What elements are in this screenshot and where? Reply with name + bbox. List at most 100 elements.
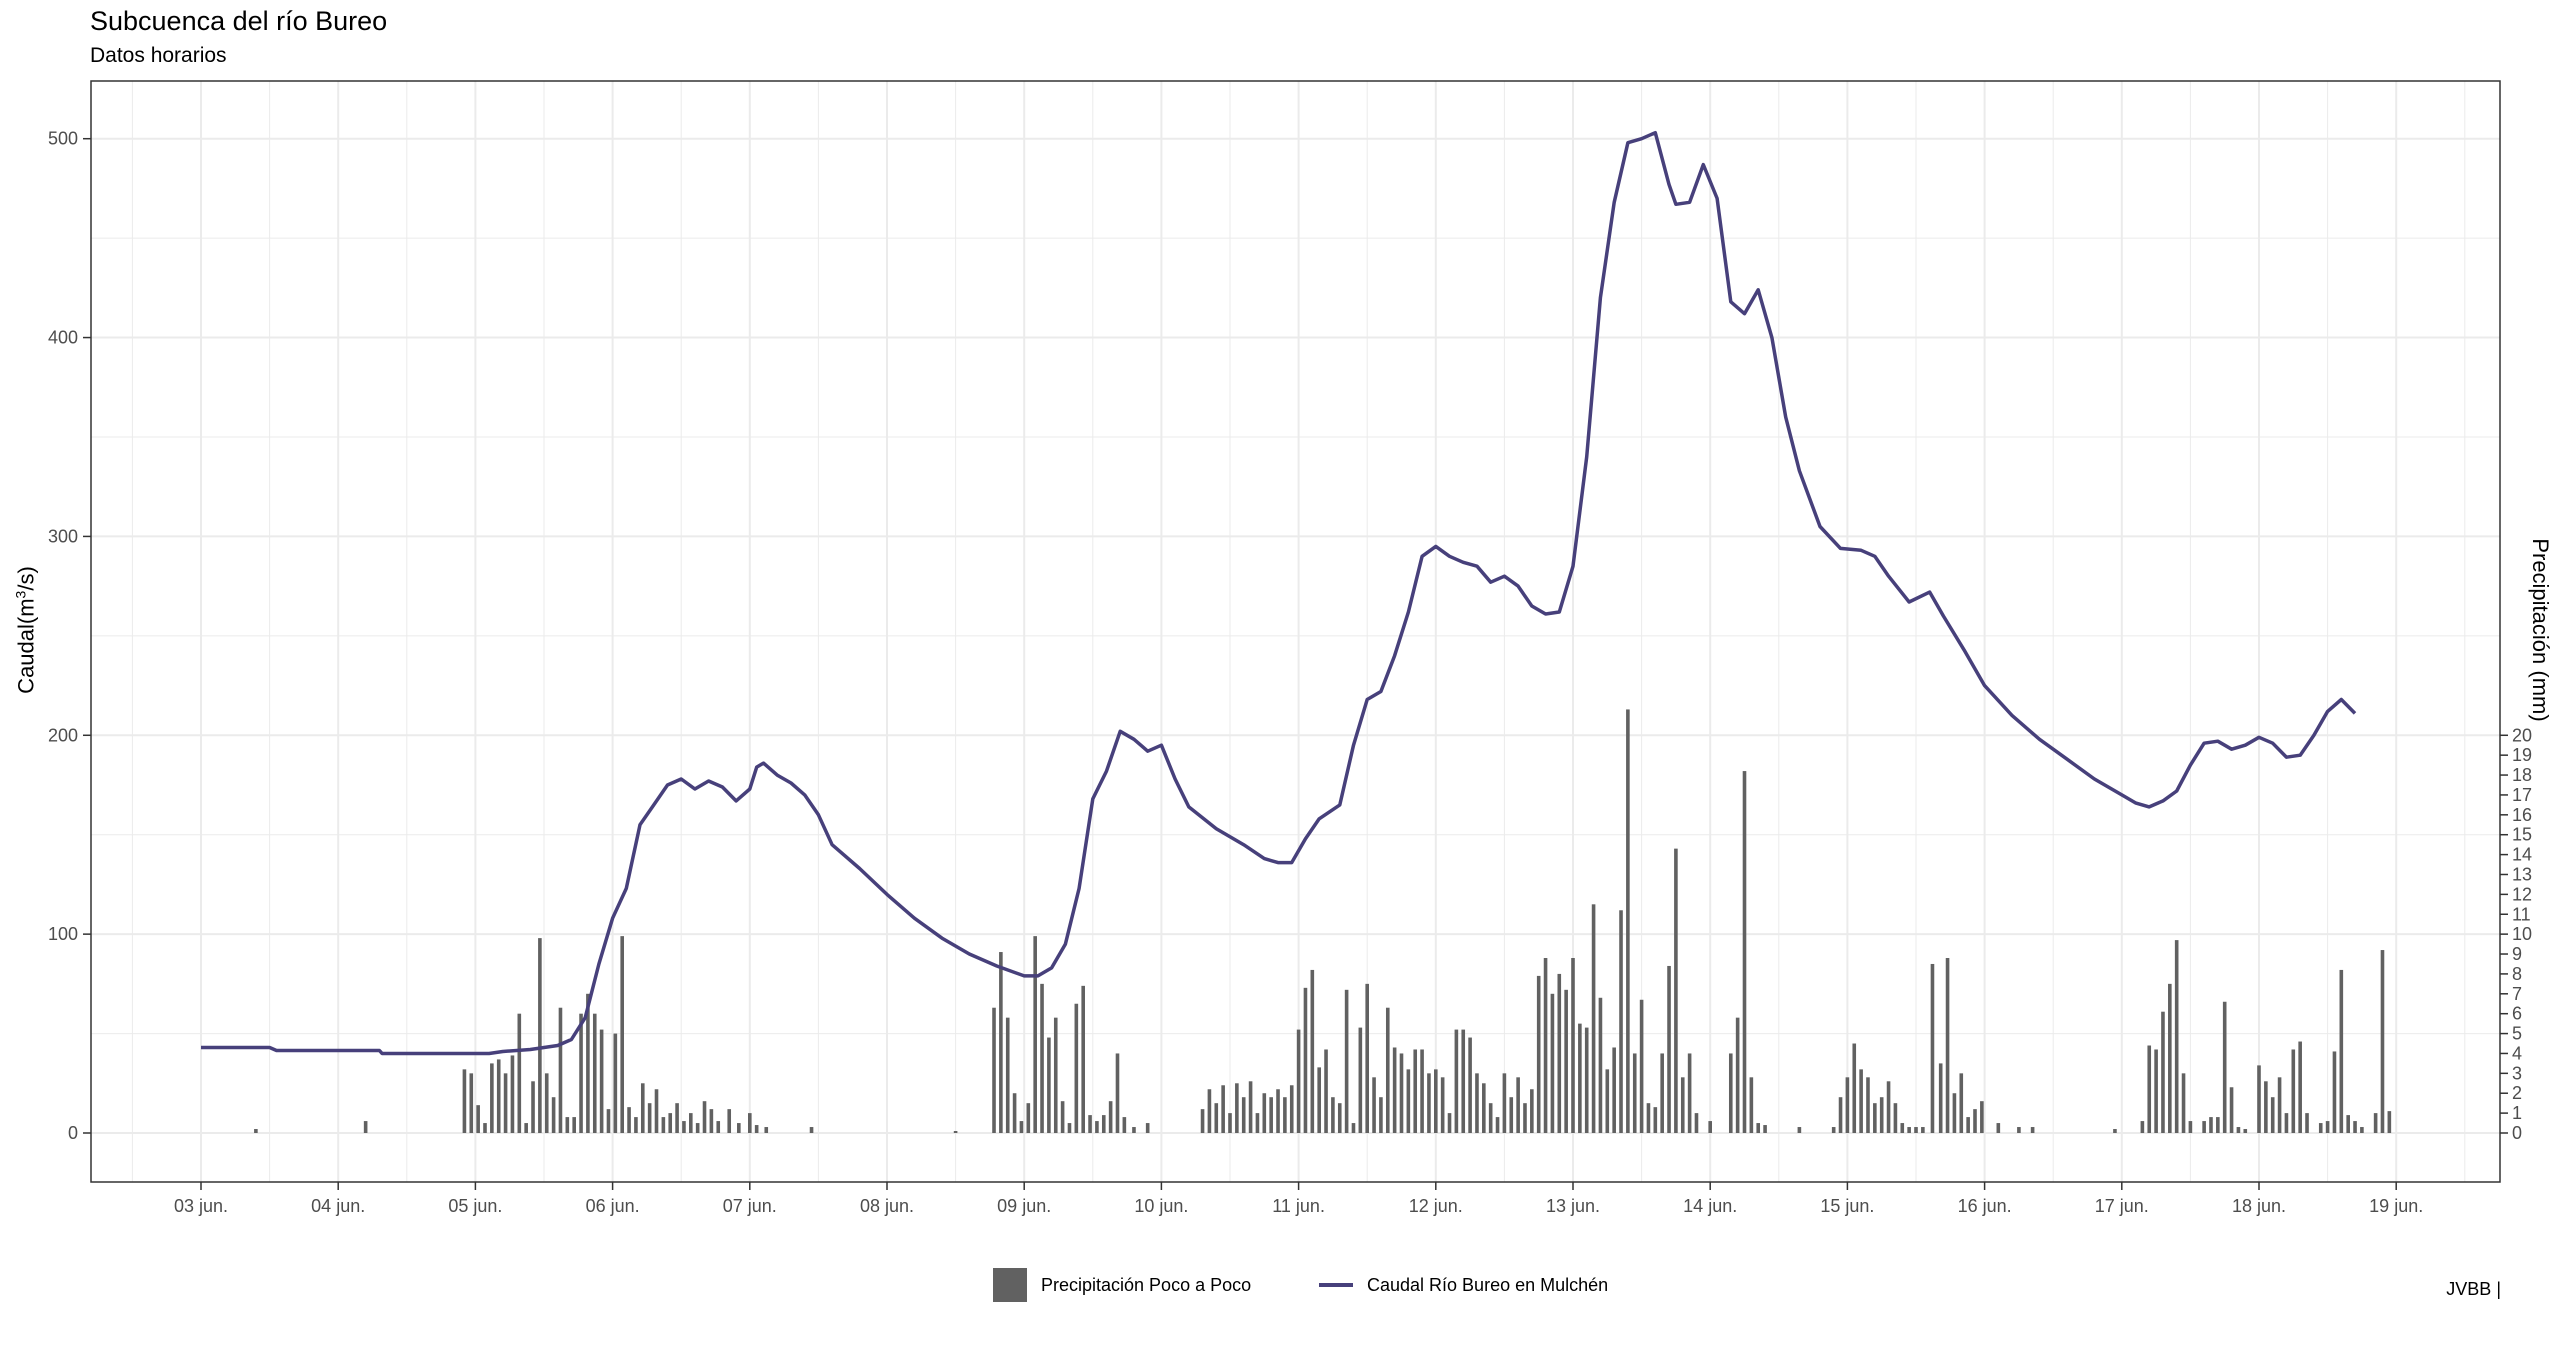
precip-bar (1653, 1107, 1658, 1133)
precip-bar (2188, 1121, 2193, 1133)
precip-bar (1893, 1103, 1898, 1133)
precip-bar (1866, 1077, 1870, 1133)
precip-bar (754, 1125, 759, 1133)
precip-bar (1646, 1103, 1651, 1133)
precip-bar (524, 1123, 528, 1133)
legend-key-precip (993, 1268, 1027, 1302)
precip-bar (2229, 1087, 2234, 1133)
precip-bar (1509, 1097, 1514, 1133)
precip-bar (2360, 1127, 2364, 1133)
x-tick-label: 04 jun. (311, 1196, 365, 1216)
precip-bar (1516, 1077, 1520, 1133)
precip-bar (2209, 1117, 2213, 1133)
precip-bar (2387, 1111, 2392, 1133)
precip-bar (668, 1113, 673, 1133)
precip-bar (1331, 1097, 1335, 1133)
precip-bar (551, 1097, 556, 1133)
precip-bar (1269, 1097, 1273, 1133)
precip-bar (634, 1117, 638, 1133)
precip-bar (1632, 1053, 1637, 1133)
precip-bar (682, 1121, 686, 1133)
precip-bar (661, 1117, 666, 1133)
precip-bar (1413, 1049, 1418, 1133)
precip-bar (709, 1109, 714, 1133)
precip-bar (1584, 1027, 1589, 1133)
precip-bar (2318, 1123, 2323, 1133)
precip-bar (809, 1127, 814, 1133)
precip-bar (1475, 1073, 1479, 1133)
precip-bar (1241, 1097, 1246, 1133)
precip-bar (1591, 904, 1596, 1133)
legend-label-precip: Precipitación Poco a Poco (1041, 1274, 1252, 1295)
precip-bar (647, 1103, 652, 1133)
x-tick-label: 10 jun. (1134, 1196, 1188, 1216)
precip-bar (2154, 1049, 2158, 1133)
precip-bar (1427, 1073, 1431, 1133)
precip-bar (1550, 993, 1555, 1133)
precip-bar (2243, 1129, 2248, 1133)
precip-bar (2332, 1051, 2337, 1133)
precip-bar (469, 1073, 474, 1133)
legend: Precipitación Poco a Poco Caudal Río Bur… (0, 1265, 2560, 1315)
precip-bar (462, 1069, 467, 1133)
precip-bar (1728, 1053, 1733, 1133)
y-tick-label: 100 (48, 924, 78, 944)
precip-bar (2257, 1065, 2261, 1133)
precip-bar (1543, 958, 1548, 1133)
precip-bar (2264, 1081, 2268, 1133)
precip-bar (2216, 1117, 2220, 1133)
caudal-line (201, 130, 2357, 1056)
x-tick-label: 17 jun. (2095, 1196, 2149, 1216)
x-tick-label: 05 jun. (448, 1196, 502, 1216)
precip-bar (1966, 1117, 1970, 1133)
precip-bar (2017, 1127, 2021, 1133)
precip-bar (1399, 1053, 1404, 1133)
x-tick-label: 19 jun. (2369, 1196, 2423, 1216)
legend-key-caudal (1319, 1283, 1353, 1287)
precip-bar (1502, 1073, 1507, 1133)
x-tick-label: 16 jun. (1958, 1196, 2012, 1216)
x-tick-label: 06 jun. (586, 1196, 640, 1216)
precip-bar (586, 993, 590, 1133)
precip-bar (579, 1013, 583, 1133)
y2-tick-label: 4 (2512, 1043, 2522, 1063)
precip-bar (1938, 1063, 1943, 1133)
precip-bar (1074, 1003, 1079, 1133)
precip-bar (1324, 1049, 1328, 1133)
precip-bar (544, 1073, 549, 1133)
precip-bar (1831, 1127, 1836, 1133)
y2-tick-label: 6 (2512, 1004, 2522, 1024)
precip-bar (627, 1107, 631, 1133)
credit: JVBB | (2446, 1279, 2501, 1299)
precip-bar (363, 1121, 368, 1133)
y2-tick-label: 5 (2512, 1024, 2522, 1044)
legend-label-caudal: Caudal Río Bureo en Mulchén (1367, 1274, 1609, 1295)
precip-bar (1303, 987, 1308, 1133)
y2-tick-label: 16 (2512, 805, 2532, 825)
precip-bar (1557, 973, 1562, 1133)
precip-bar (2270, 1097, 2275, 1133)
precip-bar (2325, 1121, 2330, 1133)
precip-bar (1605, 1069, 1610, 1133)
precip-bar (558, 1007, 563, 1133)
precip-bar (1228, 1113, 1232, 1133)
precip-bar (1248, 1081, 1253, 1133)
precip-bar (1262, 1093, 1267, 1133)
precip-bar (1907, 1127, 1911, 1133)
x-tick-label: 15 jun. (1820, 1196, 1874, 1216)
precip-bar (606, 1109, 611, 1133)
x-tick-label: 07 jun. (723, 1196, 777, 1216)
y2-tick-label: 2 (2512, 1083, 2522, 1103)
precip-bar (1005, 1017, 1010, 1133)
precip-bar (1461, 1029, 1466, 1133)
precip-bar (1344, 989, 1349, 1133)
precip-bar (1207, 1089, 1212, 1133)
precip-bar (613, 1033, 618, 1133)
precip-bar (1351, 1123, 1356, 1133)
precip-bar (1578, 1023, 1582, 1133)
precip-bar (2168, 983, 2172, 1133)
precip-bar (695, 1123, 700, 1133)
precip-bar (702, 1101, 707, 1133)
chart-subtitle: Datos horarios (90, 44, 227, 67)
